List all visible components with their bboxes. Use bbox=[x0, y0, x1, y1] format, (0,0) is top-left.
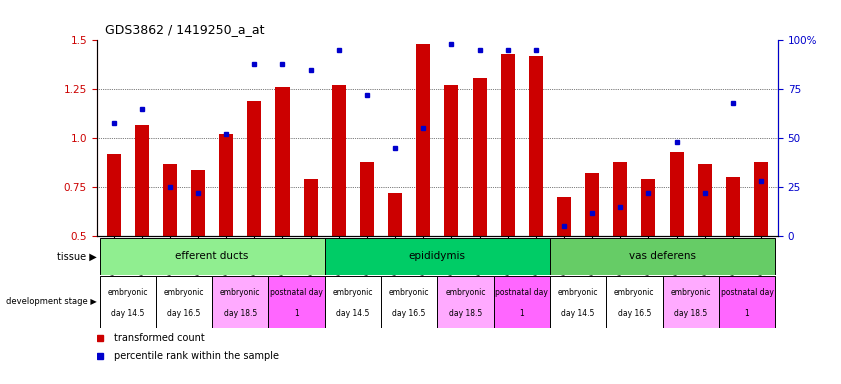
Bar bbox=[719, 276, 775, 328]
Text: 1: 1 bbox=[744, 308, 749, 318]
Text: development stage ▶: development stage ▶ bbox=[6, 297, 97, 306]
Bar bbox=[247, 101, 262, 236]
Bar bbox=[669, 152, 684, 236]
Bar bbox=[156, 276, 212, 328]
Bar bbox=[642, 179, 655, 236]
Bar bbox=[268, 276, 325, 328]
Bar bbox=[99, 238, 325, 275]
Bar bbox=[444, 85, 458, 236]
Text: percentile rank within the sample: percentile rank within the sample bbox=[114, 351, 278, 361]
Text: GDS3862 / 1419250_a_at: GDS3862 / 1419250_a_at bbox=[105, 23, 265, 36]
Bar bbox=[276, 87, 289, 236]
Bar bbox=[135, 124, 149, 236]
Bar bbox=[388, 193, 402, 236]
Text: embryonic: embryonic bbox=[108, 288, 148, 297]
Bar bbox=[381, 276, 437, 328]
Text: day 16.5: day 16.5 bbox=[393, 308, 426, 318]
Bar bbox=[220, 134, 233, 236]
Bar bbox=[494, 276, 550, 328]
Text: epididymis: epididymis bbox=[409, 251, 466, 262]
Text: day 14.5: day 14.5 bbox=[111, 308, 145, 318]
Bar bbox=[325, 276, 381, 328]
Bar bbox=[698, 164, 711, 236]
Text: transformed count: transformed count bbox=[114, 333, 204, 343]
Bar bbox=[473, 78, 487, 236]
Bar bbox=[606, 276, 663, 328]
Text: postnatal day: postnatal day bbox=[495, 288, 548, 297]
Bar bbox=[360, 162, 374, 236]
Text: embryonic: embryonic bbox=[164, 288, 204, 297]
Text: embryonic: embryonic bbox=[670, 288, 711, 297]
Text: embryonic: embryonic bbox=[220, 288, 261, 297]
Text: day 16.5: day 16.5 bbox=[167, 308, 201, 318]
Bar bbox=[754, 162, 768, 236]
Bar bbox=[331, 85, 346, 236]
Text: day 14.5: day 14.5 bbox=[562, 308, 595, 318]
Text: efferent ducts: efferent ducts bbox=[176, 251, 249, 262]
Text: day 16.5: day 16.5 bbox=[617, 308, 651, 318]
Bar bbox=[529, 56, 543, 236]
Text: postnatal day: postnatal day bbox=[721, 288, 774, 297]
Text: day 18.5: day 18.5 bbox=[449, 308, 482, 318]
Text: embryonic: embryonic bbox=[333, 288, 373, 297]
Bar bbox=[325, 238, 550, 275]
Text: 1: 1 bbox=[294, 308, 299, 318]
Bar bbox=[500, 54, 515, 236]
Bar bbox=[416, 44, 431, 236]
Text: day 18.5: day 18.5 bbox=[674, 308, 707, 318]
Text: day 14.5: day 14.5 bbox=[336, 308, 369, 318]
Text: embryonic: embryonic bbox=[445, 288, 486, 297]
Bar bbox=[585, 174, 599, 236]
Text: 1: 1 bbox=[520, 308, 524, 318]
Bar bbox=[557, 197, 571, 236]
Bar bbox=[99, 276, 156, 328]
Bar bbox=[726, 177, 740, 236]
Bar bbox=[613, 162, 627, 236]
Text: vas deferens: vas deferens bbox=[629, 251, 696, 262]
Bar bbox=[550, 276, 606, 328]
Text: postnatal day: postnatal day bbox=[270, 288, 323, 297]
Text: tissue ▶: tissue ▶ bbox=[57, 251, 97, 262]
Text: embryonic: embryonic bbox=[558, 288, 598, 297]
Bar bbox=[107, 154, 120, 236]
Bar bbox=[663, 276, 719, 328]
Bar bbox=[163, 164, 177, 236]
Bar bbox=[437, 276, 494, 328]
Text: embryonic: embryonic bbox=[614, 288, 654, 297]
Text: embryonic: embryonic bbox=[389, 288, 430, 297]
Text: day 18.5: day 18.5 bbox=[224, 308, 257, 318]
Bar bbox=[212, 276, 268, 328]
Bar bbox=[304, 179, 318, 236]
Bar bbox=[550, 238, 775, 275]
Bar bbox=[191, 170, 205, 236]
